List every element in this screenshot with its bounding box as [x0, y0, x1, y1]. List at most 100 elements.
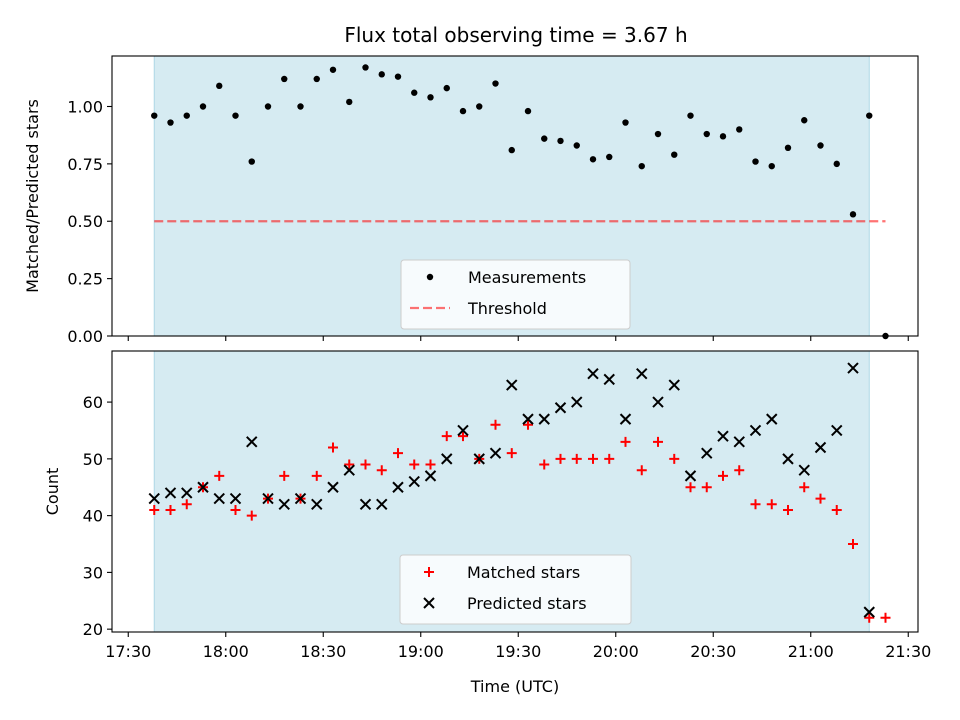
matched-point [230, 504, 241, 515]
predicted-point [181, 487, 193, 499]
measurement-point [492, 80, 499, 87]
predicted-point [684, 470, 697, 482]
measurement-point [687, 112, 694, 119]
predicted-point [473, 453, 485, 465]
measurement-point [394, 73, 402, 80]
matched-point [214, 470, 225, 481]
predicted-point [213, 492, 225, 505]
legend-label: Predicted stars [467, 594, 587, 613]
predicted-point [148, 492, 160, 505]
measurement-point [476, 103, 483, 110]
predicted-point [636, 367, 648, 380]
predicted-point [831, 424, 843, 437]
measurement-point [167, 119, 174, 126]
measurement-point [199, 103, 207, 110]
y-tick-label: 30 [83, 563, 103, 582]
measurement-point [768, 162, 775, 170]
predicted-point [587, 367, 599, 380]
measurement-point [801, 117, 808, 124]
predicted-point [311, 498, 323, 510]
top-panel: 0.00 0.25 0.50 0.75 1.00 Matched/Predicted st… [23, 55, 919, 346]
matched-point [880, 612, 891, 623]
predicted-point [343, 464, 355, 476]
predicted-point [749, 424, 762, 437]
measurement-point [817, 142, 824, 149]
legend-box [400, 259, 631, 330]
measurement-point [622, 119, 629, 126]
x-tick-label: 18:30 [300, 642, 346, 661]
predicted-point [392, 481, 404, 493]
measurement-point [216, 82, 223, 90]
y-axis-title: Matched/Predicted stars [23, 99, 42, 293]
matched-point [523, 419, 533, 430]
y-tick-label: 40 [83, 507, 103, 526]
matched-point [734, 465, 745, 476]
predicted-point [798, 464, 810, 476]
matched-point [246, 510, 257, 521]
predicted-point [652, 396, 664, 408]
legend: Matched stars Predicted stars [399, 554, 632, 625]
predicted-point [863, 606, 875, 618]
matched-point [848, 539, 858, 550]
predicted-point [327, 481, 339, 493]
matched-point [490, 419, 501, 430]
measurement-point [443, 84, 450, 92]
x-tick-label: 17:30 [105, 642, 151, 661]
measurement-point [736, 126, 743, 133]
matched-point [360, 459, 371, 470]
measurement-point [232, 112, 239, 119]
predicted-point [262, 492, 274, 505]
x-tick-label: 18:00 [203, 642, 249, 661]
predicted-point [506, 379, 518, 391]
measurement-point [329, 66, 337, 73]
predicted-point [441, 453, 453, 465]
measurement-point [313, 75, 320, 83]
matched-point [181, 499, 192, 510]
bottom-panel: 20 30 40 50 60 17:30 18:00 18:30 19:00 19:30 20:00… [43, 350, 931, 696]
measurement-point [297, 103, 304, 110]
figure-title: Flux total observing time = 3.67 h [344, 23, 687, 47]
measurement-point [541, 135, 548, 142]
predicted-point [717, 430, 729, 442]
matched-point [555, 453, 566, 464]
measurement-point [849, 211, 857, 218]
measurement-point [264, 103, 272, 110]
x-tick-label: 21:30 [885, 642, 931, 661]
legend-marker-predicted [423, 597, 435, 609]
predicted-point [359, 498, 372, 510]
matched-point [685, 482, 696, 493]
measurement-point [752, 158, 759, 165]
matched-point [539, 459, 550, 470]
matched-point [165, 504, 176, 515]
measurement-point [362, 64, 369, 71]
predicted-point [294, 492, 307, 505]
predicted-point [571, 396, 583, 408]
predicted-point [246, 436, 258, 448]
matched-point [344, 459, 355, 470]
matched-point [701, 482, 712, 493]
matched-point [620, 436, 631, 447]
predicted-point [164, 487, 177, 499]
predicted-point [522, 413, 534, 425]
matched-point [376, 465, 387, 476]
predicted-point [457, 424, 469, 437]
measurement-point [833, 160, 840, 168]
predicted-point [229, 492, 242, 505]
y-tick-label: 60 [83, 393, 103, 412]
matched-point [831, 504, 842, 515]
matched-point [409, 459, 420, 470]
measurement-point [557, 137, 564, 145]
measurement-point [866, 112, 873, 119]
y-tick-label: 0.75 [67, 155, 103, 174]
y-tick-label: 20 [83, 620, 103, 639]
predicted-point [376, 498, 388, 510]
predicted-point [668, 379, 680, 391]
y-tick-label: 0.50 [67, 212, 103, 231]
measurement-point [151, 112, 158, 119]
matched-point [864, 612, 875, 623]
axes-frame [111, 55, 919, 337]
predicted-point [278, 498, 290, 510]
matched-point [279, 470, 290, 481]
predicted-point [766, 413, 778, 425]
predicted-point [782, 453, 794, 465]
